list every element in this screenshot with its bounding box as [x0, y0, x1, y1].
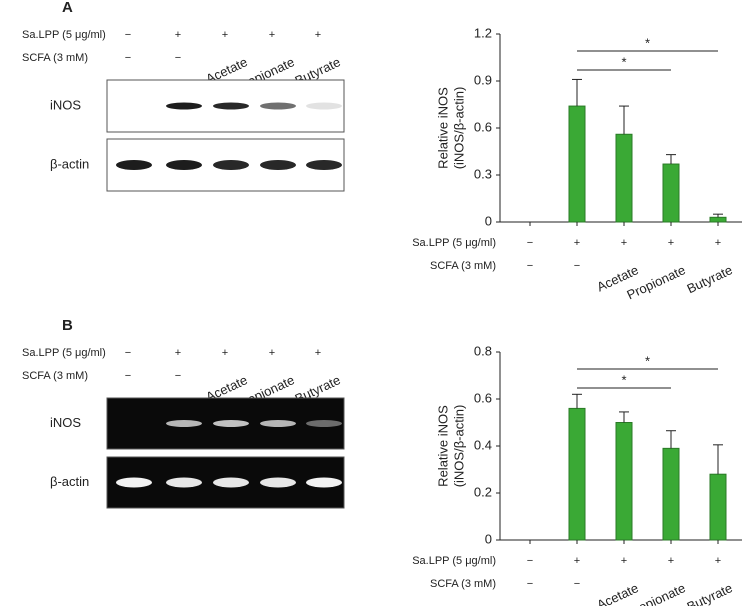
x-tick-label: Butyrate	[684, 262, 734, 296]
x-tick-label: −	[527, 578, 533, 590]
lane-label: −	[175, 370, 181, 382]
band	[116, 160, 152, 170]
panel-label: B	[62, 317, 73, 334]
lane-label: +	[175, 347, 181, 359]
lane-label: +	[315, 347, 321, 359]
band	[306, 477, 342, 488]
y-tick-label: 0	[485, 531, 492, 546]
y-tick-label: 0.6	[474, 390, 492, 405]
y-axis-label: (iNOS/β-actin)	[451, 405, 466, 488]
x-row-label: SCFA (3 mM)	[430, 578, 496, 590]
row-label: SCFA (3 mM)	[22, 370, 88, 382]
row-label: SCFA (3 mM)	[22, 52, 88, 64]
error-bar	[572, 393, 582, 409]
bar	[568, 407, 586, 541]
x-tick-label: +	[668, 555, 674, 567]
blot-frame	[106, 79, 345, 133]
band	[260, 160, 296, 170]
band	[306, 102, 342, 110]
y-tick-label: 0	[485, 213, 492, 228]
x-tick-label: −	[527, 260, 533, 272]
error-bar	[572, 78, 582, 107]
x-tick-label: +	[574, 237, 580, 249]
lane-label: −	[125, 29, 131, 41]
lane-label: +	[175, 29, 181, 41]
row-label: Sa.LPP (5 μg/ml)	[22, 29, 106, 41]
bar	[662, 163, 680, 223]
x-row-label: SCFA (3 mM)	[430, 260, 496, 272]
band	[306, 160, 342, 170]
bar	[709, 473, 727, 541]
band	[166, 477, 202, 488]
error-bar	[666, 154, 676, 165]
band	[260, 102, 296, 110]
y-tick-label: 0.3	[474, 166, 492, 181]
y-tick-label: 0.8	[474, 343, 492, 358]
band	[306, 420, 342, 427]
row-label: Sa.LPP (5 μg/ml)	[22, 347, 106, 359]
y-tick-label: 0.2	[474, 484, 492, 499]
bar	[662, 447, 680, 541]
band	[116, 477, 152, 488]
x-tick-label: −	[527, 237, 533, 249]
band	[213, 160, 249, 170]
significance-mark: *	[645, 35, 650, 50]
x-tick-label: Butyrate	[684, 580, 734, 606]
band	[166, 420, 202, 427]
bar	[568, 105, 586, 223]
bar	[709, 216, 727, 223]
lane-label: +	[315, 29, 321, 41]
x-tick-label: −	[574, 578, 580, 590]
y-axis-label: Relative iNOS	[435, 405, 450, 487]
lane-label: −	[125, 52, 131, 64]
error-bar	[713, 213, 723, 218]
error-bar	[713, 444, 723, 475]
band	[213, 477, 249, 488]
error-bar	[619, 105, 629, 135]
band	[166, 102, 202, 110]
band	[213, 420, 249, 427]
blot-label: β-actin	[50, 474, 89, 489]
y-tick-label: 0.9	[474, 72, 492, 87]
x-row-label: Sa.LPP (5 μg/ml)	[412, 555, 496, 567]
significance-mark: *	[621, 54, 626, 69]
x-tick-label: +	[715, 237, 721, 249]
lane-label: +	[269, 29, 275, 41]
x-row-label: Sa.LPP (5 μg/ml)	[412, 237, 496, 249]
lane-label: +	[222, 29, 228, 41]
blot-label: iNOS	[50, 415, 81, 430]
x-tick-label: +	[668, 237, 674, 249]
lane-label: −	[175, 52, 181, 64]
x-tick-label: +	[574, 555, 580, 567]
y-tick-label: 0.4	[474, 437, 492, 452]
y-axis-label: Relative iNOS	[435, 87, 450, 169]
blot-label: iNOS	[50, 97, 81, 112]
x-tick-label: +	[621, 237, 627, 249]
bar	[615, 133, 633, 223]
significance-mark: *	[621, 372, 626, 387]
x-tick-label: −	[574, 260, 580, 272]
error-bar	[666, 430, 676, 449]
panel-label: A	[62, 0, 73, 16]
lane-label: −	[125, 370, 131, 382]
band	[213, 102, 249, 110]
x-tick-label: +	[621, 555, 627, 567]
lane-label: +	[222, 347, 228, 359]
lane-label: −	[125, 347, 131, 359]
y-axis-label: (iNOS/β-actin)	[451, 87, 466, 170]
x-tick-label: +	[715, 555, 721, 567]
lane-label: +	[269, 347, 275, 359]
band	[260, 420, 296, 427]
x-tick-label: −	[527, 555, 533, 567]
y-tick-label: 0.6	[474, 119, 492, 134]
band	[166, 160, 202, 170]
band	[260, 477, 296, 488]
error-bar	[619, 411, 629, 423]
significance-mark: *	[645, 353, 650, 368]
bar	[615, 422, 633, 541]
y-tick-label: 1.2	[474, 25, 492, 40]
blot-label: β-actin	[50, 156, 89, 171]
